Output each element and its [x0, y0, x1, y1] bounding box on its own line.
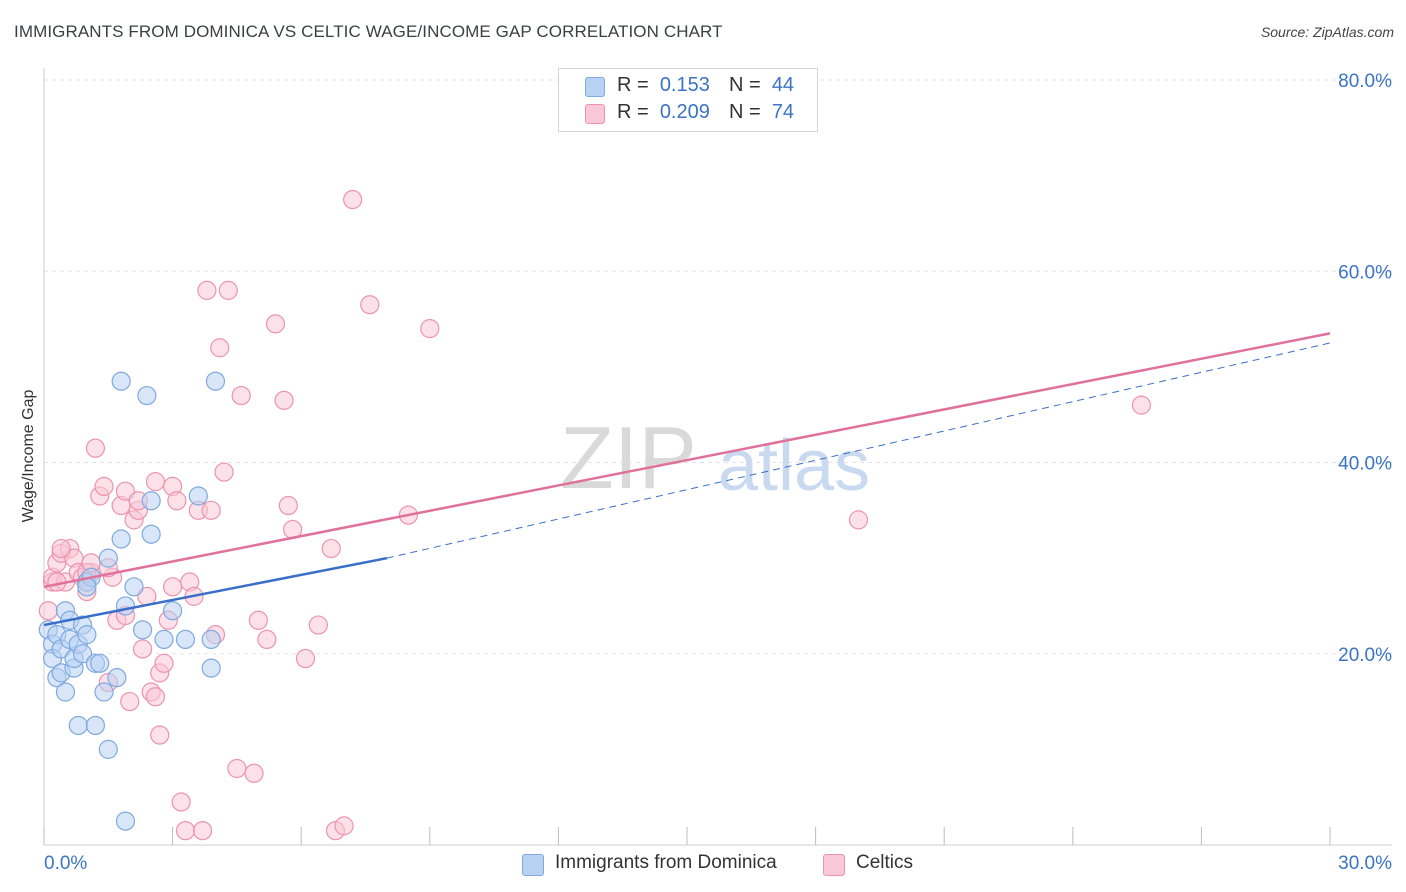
point-immigrants-from-dominica: [201, 629, 221, 650]
point-celtics: [115, 481, 136, 501]
point-celtics: [308, 615, 328, 635]
x-tick-label-min: 0.0%: [44, 853, 87, 874]
point-celtics: [360, 295, 380, 315]
point-celtics: [1131, 395, 1151, 415]
point-celtics: [154, 653, 174, 673]
legend-swatch-celtics: [585, 104, 605, 124]
point-immigrants-from-dominica: [72, 644, 93, 664]
point-celtics: [343, 189, 363, 210]
point-celtics: [120, 691, 140, 712]
point-immigrants-from-dominica: [201, 658, 221, 678]
point-immigrants-from-dominica: [94, 682, 114, 702]
point-immigrants-from-dominica: [124, 577, 144, 597]
point-celtics: [94, 476, 114, 497]
trend-lines: [43, 332, 1331, 627]
point-celtics: [214, 462, 234, 482]
point-celtics: [334, 816, 354, 836]
point-immigrants-from-dominica: [85, 715, 106, 736]
bottom-legend-swatch-celtics: [823, 854, 845, 876]
point-immigrants-from-dominica: [68, 715, 88, 736]
bottom-legend-label-celtics: Celtics: [856, 852, 914, 873]
point-celtics: [231, 385, 251, 406]
trend-dashed-immigrants-from-dominica: [386, 342, 1331, 559]
point-celtics: [145, 472, 166, 492]
point-celtics: [420, 319, 440, 339]
point-celtics: [85, 438, 106, 458]
point-celtics: [132, 639, 153, 659]
point-celtics: [175, 821, 196, 841]
point-celtics: [248, 610, 268, 630]
point-immigrants-from-dominica: [141, 491, 161, 511]
y-axis-label: Wage/Income Gap: [20, 390, 37, 523]
point-celtics: [278, 495, 298, 516]
point-immigrants-from-dominica: [154, 629, 174, 650]
point-immigrants-from-dominica: [141, 524, 161, 544]
point-celtics: [244, 763, 264, 783]
point-celtics: [227, 758, 247, 779]
point-celtics: [295, 648, 316, 669]
grid-lines: [44, 79, 1392, 655]
point-immigrants-from-dominica: [77, 625, 97, 645]
point-immigrants-from-dominica: [175, 629, 196, 650]
trend-solid-celtics: [43, 332, 1331, 589]
point-immigrants-from-dominica: [132, 620, 153, 640]
y-tick-label-60: 60.0%: [1338, 262, 1392, 283]
point-celtics: [321, 538, 341, 559]
axes: [43, 68, 1392, 846]
point-celtics: [163, 577, 183, 597]
point-immigrants-from-dominica: [188, 486, 208, 506]
legend: R = 0.153 N = 44 R = 0.209 N = 74: [558, 68, 818, 132]
point-immigrants-from-dominica: [115, 596, 136, 616]
legend-r-dominica: R = 0.153: [617, 74, 710, 96]
tick-labels: 20.0% 40.0% 60.0% 80.0% 0.0% 30.0%: [44, 71, 1392, 874]
point-celtics: [38, 601, 58, 621]
point-celtics: [193, 821, 213, 841]
point-immigrants-from-dominica: [205, 371, 226, 391]
point-celtics: [145, 687, 166, 707]
point-celtics: [848, 510, 869, 530]
point-celtics: [150, 725, 170, 745]
point-immigrants-from-dominica: [163, 601, 183, 621]
watermark-zip: ZIP: [560, 408, 697, 507]
x-tick-label-max: 30.0%: [1338, 853, 1392, 874]
point-immigrants-from-dominica: [55, 682, 76, 702]
point-celtics: [171, 792, 191, 812]
legend-n-celtics: N = 74: [729, 101, 795, 123]
point-celtics: [167, 491, 187, 511]
point-celtics: [274, 390, 294, 410]
point-immigrants-from-dominica: [111, 371, 131, 391]
point-immigrants-from-dominica: [98, 548, 118, 568]
data-points: [38, 189, 1151, 841]
point-celtics: [201, 500, 221, 520]
point-immigrants-from-dominica: [98, 739, 118, 759]
y-tick-label-40: 40.0%: [1338, 454, 1392, 475]
point-celtics: [218, 280, 238, 300]
point-immigrants-from-dominica: [115, 811, 136, 831]
watermark: ZIP atlas: [560, 408, 870, 507]
trend-solid-immigrants-from-dominica: [43, 556, 388, 627]
legend-r-celtics: R = 0.209: [617, 101, 710, 123]
legend-n-dominica: N = 44: [729, 74, 795, 96]
point-immigrants-from-dominica: [111, 529, 131, 549]
bottom-legend-swatch-dominica: [522, 854, 544, 876]
y-tick-label-20: 20.0%: [1338, 645, 1392, 666]
bottom-legend-label-dominica: Immigrants from Dominica: [555, 852, 777, 873]
point-celtics: [51, 538, 71, 559]
point-celtics: [210, 338, 230, 358]
y-tick-label-80: 80.0%: [1338, 71, 1392, 92]
legend-swatch-dominica: [585, 77, 605, 97]
point-celtics: [197, 280, 217, 300]
chart-title: IMMIGRANTS FROM DOMINICA VS CELTIC WAGE/…: [14, 22, 723, 41]
point-immigrants-from-dominica: [107, 668, 127, 688]
point-celtics: [257, 629, 277, 650]
point-celtics: [265, 314, 286, 334]
point-immigrants-from-dominica: [90, 653, 110, 673]
point-immigrants-from-dominica: [137, 385, 157, 406]
chart-source: Source: ZipAtlas.com: [1260, 24, 1394, 40]
